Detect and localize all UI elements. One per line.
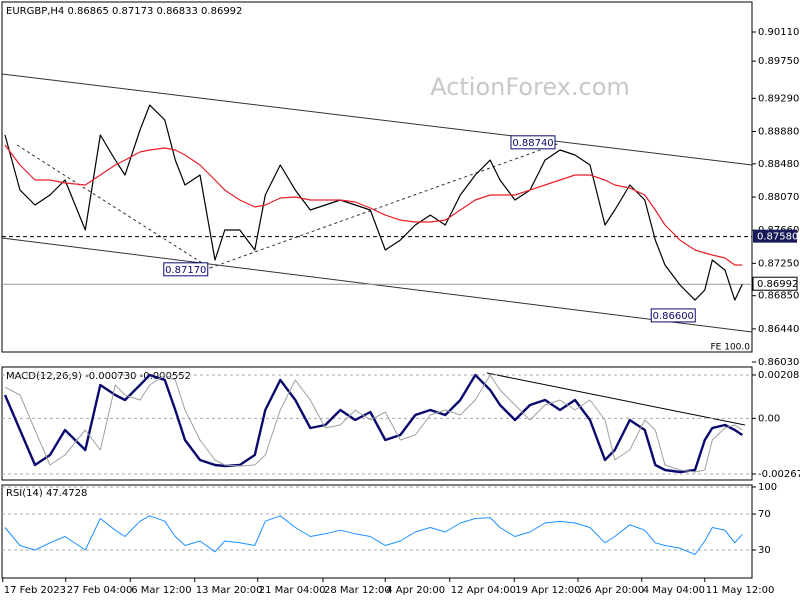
x-tick-label: 13 Mar 20:00: [196, 585, 263, 596]
macd-panel: [1, 366, 753, 481]
x-tick-label: 4 Apr 20:00: [386, 585, 445, 596]
annotation-box: [650, 308, 696, 323]
y-tick-label: 0.002088: [758, 370, 800, 381]
x-tick-label: 12 Apr 04:00: [451, 585, 516, 596]
rsi-title: RSI(14) 47.4728: [6, 488, 87, 499]
y-tick-label: 0.88480: [758, 159, 799, 170]
y-tick-label: 0.86850: [758, 291, 799, 302]
x-tick-label: 17 Feb 2023: [4, 585, 66, 596]
channel-lower: [1, 237, 753, 333]
y-tick-label: 0.88070: [758, 192, 799, 203]
x-tick-label: 19 Apr 12:00: [515, 585, 580, 596]
y-tick-label: -0.002679: [758, 469, 800, 480]
x-tick-label: 11 May 12:00: [706, 585, 775, 596]
macd-title: MACD(12,26,9) -0.000730 -0.000552: [6, 371, 191, 382]
rsi-panel: [1, 484, 753, 579]
macd-trendline: [486, 372, 746, 426]
x-tick-label: 4 May 04:00: [643, 585, 705, 596]
series-line: [4, 144, 743, 266]
annotation-label: 0.88740: [512, 138, 553, 149]
y-tick-label: 0.86440: [758, 324, 799, 335]
y-tick-label: 0.00: [758, 413, 780, 424]
fib-leg: [209, 142, 561, 269]
x-tick-label: 27 Feb 04:00: [67, 585, 133, 596]
fe-label: FE 100.0: [711, 343, 751, 353]
annotation-box: [510, 135, 556, 150]
series-line: [3, 373, 743, 474]
fib-leg: [16, 144, 211, 269]
y-tick-label: 30: [758, 545, 771, 556]
annotation-label: 0.86600: [653, 311, 694, 322]
x-tick-label: 6 Mar 12:00: [131, 585, 191, 596]
y-tick-label: 0.89290: [758, 93, 799, 104]
price-panel: [1, 1, 753, 353]
price-label: 0.86992: [757, 279, 798, 290]
x-tick-label: 21 Mar 04:00: [259, 585, 326, 596]
annotation-label: 0.87170: [165, 265, 206, 276]
chart-title: EURGBP,H4 0.86865 0.87173 0.86833 0.8699…: [6, 6, 242, 17]
x-tick-label: 26 Apr 20:00: [579, 585, 644, 596]
channel-upper: [1, 73, 753, 166]
annotation-box: [163, 262, 209, 277]
level-box: [753, 229, 797, 243]
watermark: ActionForex.com: [430, 73, 630, 101]
y-tick-label: 0.86030: [758, 357, 799, 368]
x-tick-label: 28 Mar 12:00: [324, 585, 391, 596]
y-tick-label: 0.90110: [758, 27, 799, 38]
y-tick-label: 0.88880: [758, 127, 799, 138]
y-tick-label: 0.89750: [758, 56, 799, 67]
price-box: [752, 276, 798, 291]
y-tick-label: 100: [758, 482, 777, 493]
series-line: [4, 515, 743, 555]
series-line: [4, 374, 743, 473]
y-tick-label: 0.87250: [758, 258, 799, 269]
series-line: [4, 104, 743, 301]
y-tick-label: 70: [758, 509, 771, 520]
level-label: 0.87580: [757, 232, 798, 243]
